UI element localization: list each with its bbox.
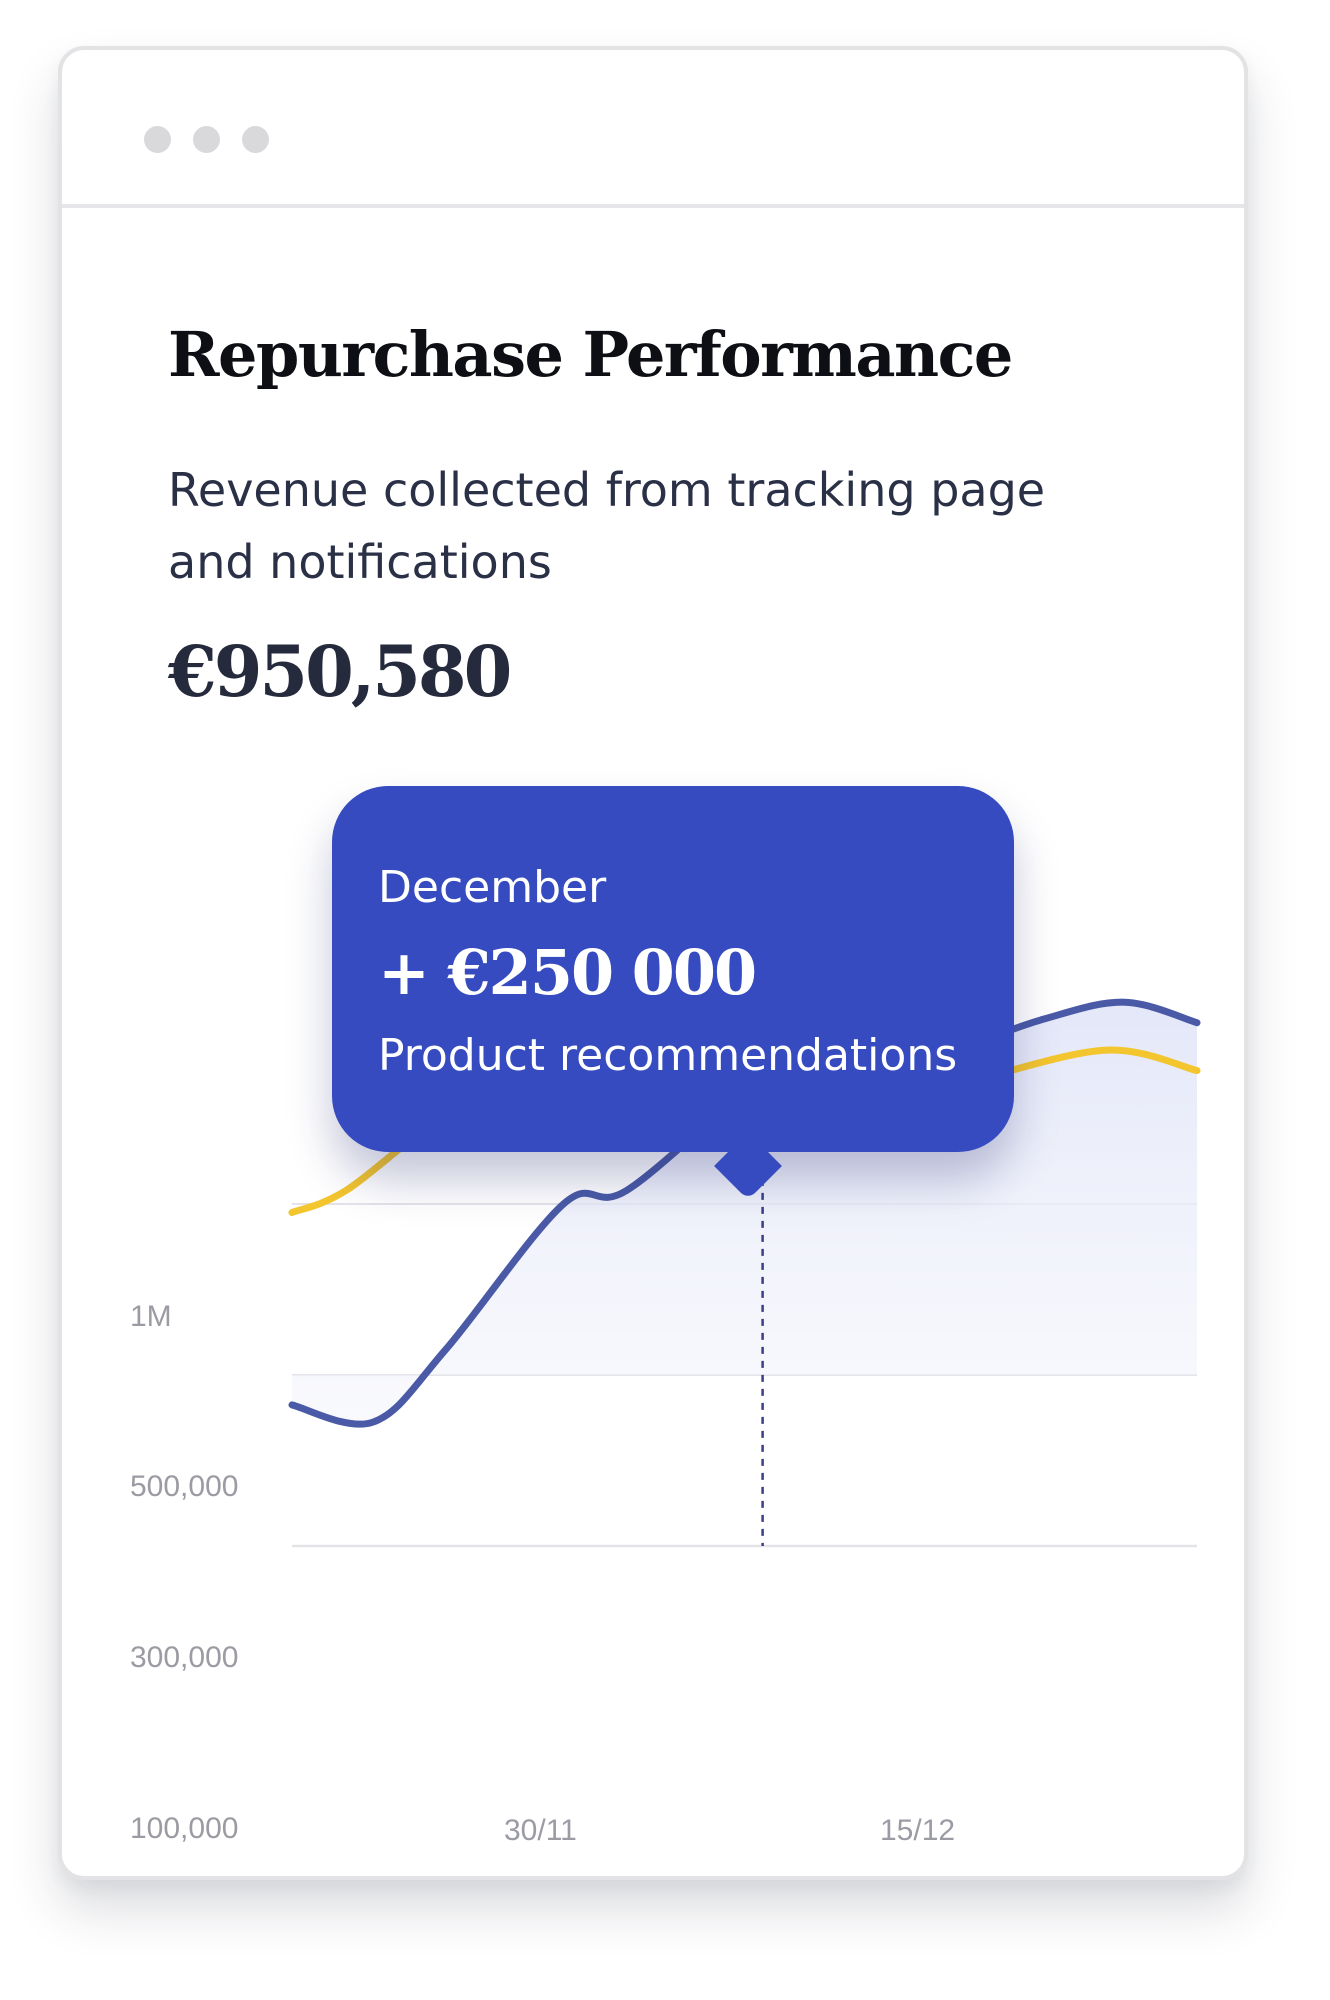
tooltip-value: + €250 000 bbox=[378, 936, 757, 1009]
total-revenue: €950,580 bbox=[168, 630, 512, 713]
page-title: Repurchase Performance bbox=[168, 318, 1013, 391]
y-axis-tick-label: 1M bbox=[130, 1300, 172, 1333]
page-subtitle: Revenue collected from tracking page and… bbox=[168, 463, 1046, 589]
y-axis-tick-label: 500,000 bbox=[130, 1470, 239, 1503]
report-card: Repurchase Performance Revenue collected… bbox=[58, 46, 1248, 1880]
window-dot-icon bbox=[242, 126, 269, 153]
chart-tooltip: December + €250 000 Product recommendati… bbox=[332, 786, 1014, 1152]
window-dot-icon bbox=[193, 126, 220, 153]
tooltip-month: December bbox=[378, 862, 607, 913]
y-axis-tick-label: 300,000 bbox=[130, 1641, 239, 1674]
x-axis-tick-label: 30/11 bbox=[504, 1814, 577, 1847]
y-axis-tick-label: 100,000 bbox=[130, 1812, 239, 1845]
window-dot-icon bbox=[144, 126, 171, 153]
window-titlebar bbox=[62, 50, 1244, 208]
tooltip-label: Product recommendations bbox=[378, 1030, 958, 1081]
x-axis-tick-label: 15/12 bbox=[880, 1814, 956, 1847]
